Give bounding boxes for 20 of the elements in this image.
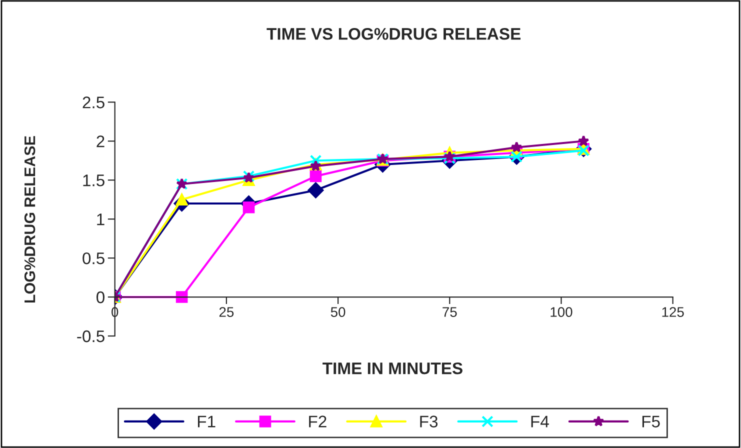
y-tick-label: 0.5 — [82, 252, 104, 264]
x-tick-label: 100 — [550, 307, 572, 317]
y-tick-label: 1 — [97, 214, 104, 226]
x-tick-label: 25 — [219, 307, 234, 317]
legend-label: F2 — [309, 416, 326, 428]
y-axis-title: LOG%DRUG RELEASE — [24, 136, 36, 303]
legend-label: F3 — [420, 416, 438, 428]
x-tick-label: 50 — [330, 307, 346, 317]
x-tick-label: 75 — [442, 307, 457, 317]
y-tick-label: 2 — [96, 136, 104, 148]
y-tick-label: 1.5 — [83, 174, 104, 186]
x-axis-title: TIME IN MINUTES — [322, 362, 462, 374]
y-tick-label: 2.5 — [82, 96, 104, 108]
legend-label: F1 — [198, 416, 216, 428]
legend-label: F4 — [531, 416, 549, 428]
x-tick-label: 125 — [662, 307, 684, 317]
y-tick-label: -0.5 — [77, 330, 104, 342]
legend-label: F5 — [642, 416, 660, 428]
chart-title: TIME VS LOG%DRUG RELEASE — [266, 28, 521, 40]
y-tick-label: 0 — [96, 291, 104, 304]
